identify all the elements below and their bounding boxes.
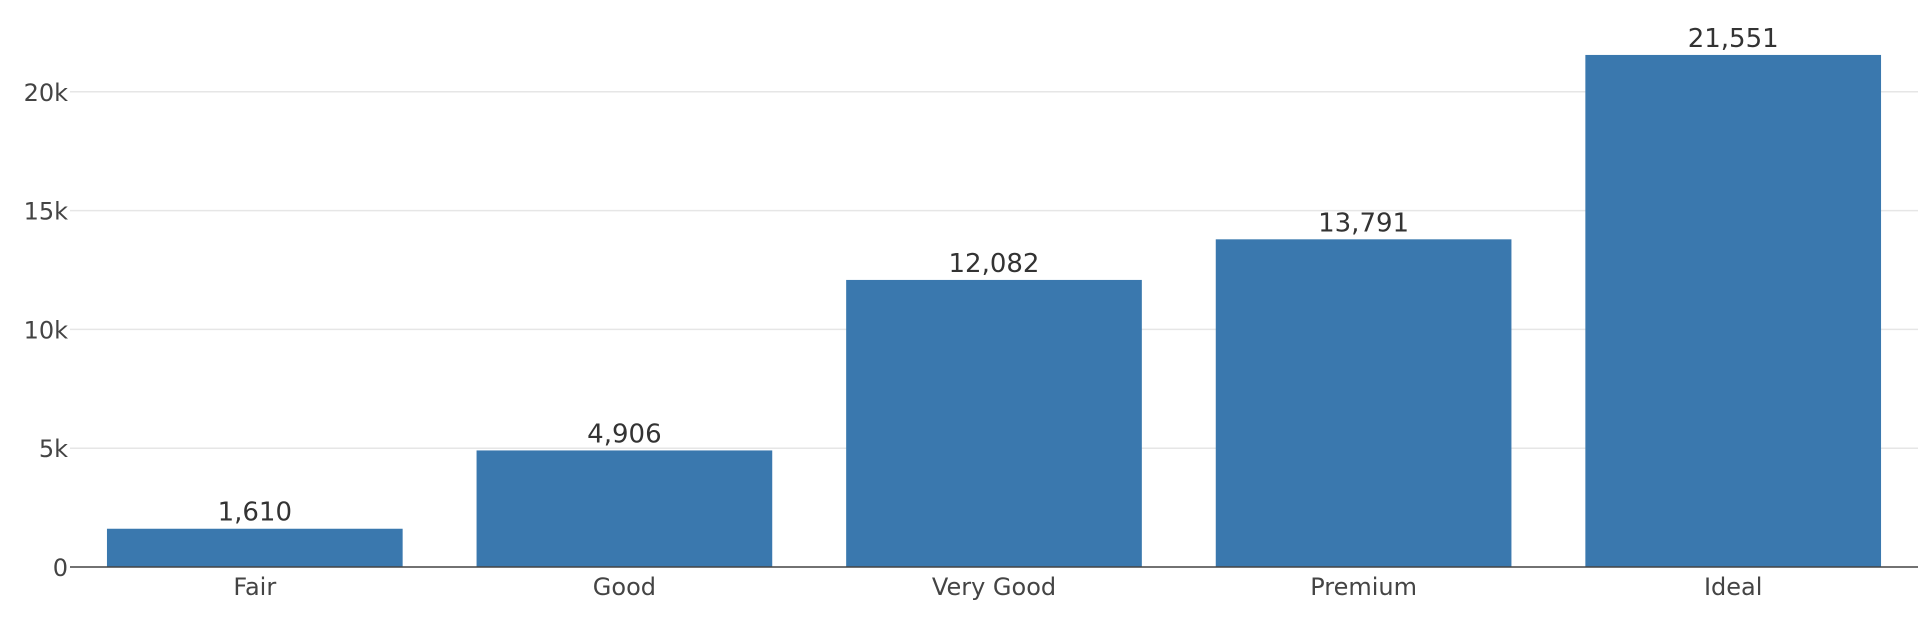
y-tick-label: 10k (24, 316, 69, 344)
x-tick-label: Very Good (932, 573, 1056, 601)
bar[interactable] (106, 528, 403, 567)
y-tick-label: 0 (53, 554, 68, 582)
axes: 0 5k 10k 15k 20k Fair Good Very Good Premium Idea… (24, 79, 1918, 601)
data-label: 21,551 (1688, 24, 1779, 54)
bar[interactable] (846, 279, 1142, 567)
data-label: 13,791 (1318, 208, 1409, 238)
y-tick-label: 20k (24, 79, 69, 107)
x-tick-label: Premium (1310, 573, 1417, 601)
y-tick-label: 15k (24, 198, 69, 226)
data-label: 1,610 (218, 498, 292, 528)
bar[interactable] (476, 450, 773, 567)
data-label: 12,082 (949, 249, 1040, 279)
x-tick-label: Fair (233, 573, 276, 601)
y-tick-label: 5k (39, 435, 68, 463)
bars (106, 54, 1882, 567)
data-labels: 1,610 4,906 12,082 13,791 21,551 (218, 24, 1779, 528)
x-tick-label: Good (593, 573, 656, 601)
x-tick-label: Ideal (1704, 573, 1762, 601)
data-label: 4,906 (587, 419, 661, 449)
bar[interactable] (1215, 239, 1512, 567)
bar[interactable] (1585, 54, 1882, 567)
